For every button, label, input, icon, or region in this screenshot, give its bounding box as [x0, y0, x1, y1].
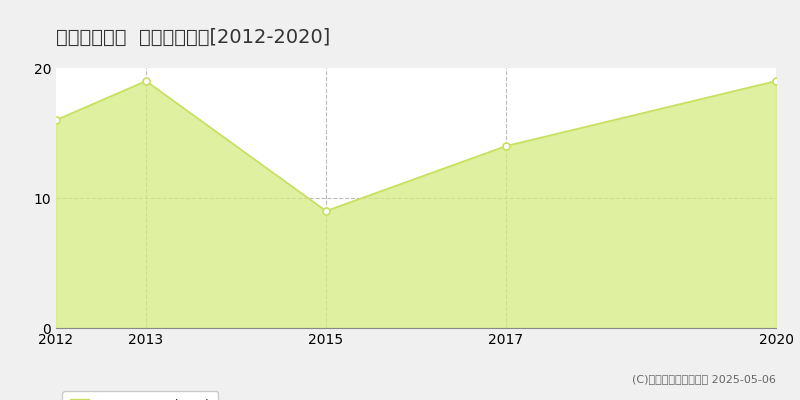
Legend: 土地価格  平均坪単価(万円/坪): 土地価格 平均坪単価(万円/坪) — [62, 392, 218, 400]
Text: (C)土地価格ドットコム 2025-05-06: (C)土地価格ドットコム 2025-05-06 — [632, 374, 776, 384]
Text: 中津川市新町  土地価格推移[2012-2020]: 中津川市新町 土地価格推移[2012-2020] — [56, 28, 330, 47]
